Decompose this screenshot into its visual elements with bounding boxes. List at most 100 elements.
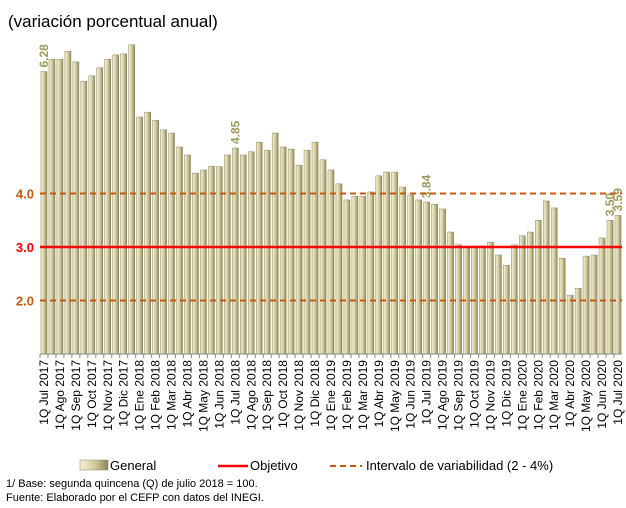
bar [590, 254, 598, 355]
x-tick-label: 1Q Jul 2018 [228, 360, 242, 425]
bar [152, 119, 159, 355]
x-tick-label: 1Q Nov 2017 [101, 360, 115, 431]
bar [144, 111, 151, 355]
bar [487, 241, 494, 355]
x-tick-label: 1Q Ene 2019 [324, 360, 338, 431]
bar [40, 71, 48, 355]
x-tick-label: 1Q Sep 2017 [69, 360, 83, 431]
bar [192, 172, 199, 355]
x-tick-label: 1Q Oct 2019 [468, 360, 482, 428]
chart-title: (variación porcentual anual) [8, 12, 218, 31]
bar [582, 255, 590, 355]
x-tick-label: 1Q Sep 2018 [260, 360, 274, 431]
bar [48, 58, 56, 355]
bar [606, 220, 614, 355]
bar [399, 186, 407, 355]
x-tick-label: 1Q Oct 2018 [276, 360, 290, 428]
x-tick-label: 1Q Mar 2020 [547, 360, 561, 430]
bar [495, 254, 502, 355]
x-tick-label: 1Q Ene 2018 [133, 360, 147, 431]
bar [447, 231, 454, 355]
x-tick-label: 1Q Ago 2018 [244, 360, 258, 430]
bar [542, 200, 550, 355]
x-tick-label: 1Q Mar 2019 [356, 360, 370, 430]
bar [407, 194, 415, 355]
x-tick-label: 1Q Nov 2019 [483, 360, 497, 431]
bar [511, 244, 518, 355]
bar [558, 257, 566, 355]
x-tick-label: 1Q Ene 2020 [515, 360, 529, 431]
bar [232, 147, 239, 355]
bar [535, 220, 542, 355]
bar [566, 294, 574, 355]
y-tick-label: 4.0 [16, 187, 34, 202]
value-label: 6.28 [37, 44, 51, 68]
bar [351, 195, 359, 355]
bar [112, 54, 120, 355]
legend-label: General [110, 458, 156, 473]
bar [519, 235, 526, 355]
bar [327, 169, 335, 355]
bar [423, 201, 430, 355]
bar [271, 132, 279, 355]
x-tick-label: 1Q Jul 2019 [420, 360, 434, 425]
bar [415, 199, 422, 355]
value-label: 3.59 [611, 188, 625, 212]
bar [216, 166, 223, 355]
bar [184, 154, 191, 355]
bar [383, 171, 391, 355]
x-tick-label: 1Q Jul 2017 [37, 360, 51, 425]
footnote: Fuente: Elaborado por el CEFP con datos … [6, 492, 264, 504]
value-label: 4.85 [228, 120, 242, 144]
bar [550, 207, 558, 355]
x-tick-label: 1Q Jun 2019 [404, 360, 418, 429]
bar [240, 154, 247, 355]
y-tick-label: 2.0 [16, 294, 34, 309]
bar [72, 61, 80, 355]
bar [88, 75, 96, 355]
x-tick-label: 1Q May 2020 [579, 360, 593, 432]
bar [104, 58, 112, 355]
x-tick-label: 1Q Feb 2018 [149, 360, 163, 430]
x-tick-label: 1Q Abr 2018 [180, 360, 194, 428]
bar [160, 129, 167, 355]
x-tick-label: 1Q Abr 2020 [563, 360, 577, 428]
bar [128, 44, 135, 355]
bar [367, 191, 375, 355]
x-tick-label: 1Q Sep 2019 [452, 360, 466, 431]
bar [343, 199, 351, 355]
bar [136, 116, 143, 355]
bar [247, 151, 255, 355]
bar [391, 171, 399, 355]
x-tick-label: 1Q Feb 2020 [531, 360, 545, 430]
x-tick-label: 1Q Dic 2018 [308, 360, 322, 427]
bar [263, 149, 271, 355]
x-tick-label: 1Q Mar 2018 [165, 360, 179, 430]
x-tick-label: 1Q Oct 2017 [85, 360, 99, 428]
bar [56, 58, 64, 355]
x-tick-label: 1Q Nov 2018 [292, 360, 306, 431]
bar [431, 203, 438, 355]
x-tick-label: 1Q Feb 2019 [340, 360, 354, 430]
x-tick-label: 1Q May 2018 [196, 360, 210, 432]
legend-label: Intervalo de variabilidad (2 - 4%) [366, 458, 553, 473]
bar [359, 195, 367, 355]
legend-label: Objetivo [250, 458, 298, 473]
x-tick-label: 1Q Ago 2019 [436, 360, 450, 430]
bar [439, 208, 446, 355]
bar [279, 146, 287, 355]
x-tick-label: 1Q Abr 2019 [372, 360, 386, 428]
bar [168, 132, 175, 355]
bar [64, 50, 72, 355]
footnote: 1/ Base: segunda quincena (Q) de julio 2… [6, 478, 258, 490]
bar [375, 175, 383, 355]
bar [335, 183, 343, 355]
bar [598, 237, 606, 355]
x-tick-label: 1Q Dic 2019 [499, 360, 513, 427]
x-tick-label: 1Q May 2019 [388, 360, 402, 432]
bar [614, 215, 622, 355]
bar [200, 169, 207, 355]
bar [176, 146, 183, 355]
value-label: 3.84 [420, 174, 434, 198]
